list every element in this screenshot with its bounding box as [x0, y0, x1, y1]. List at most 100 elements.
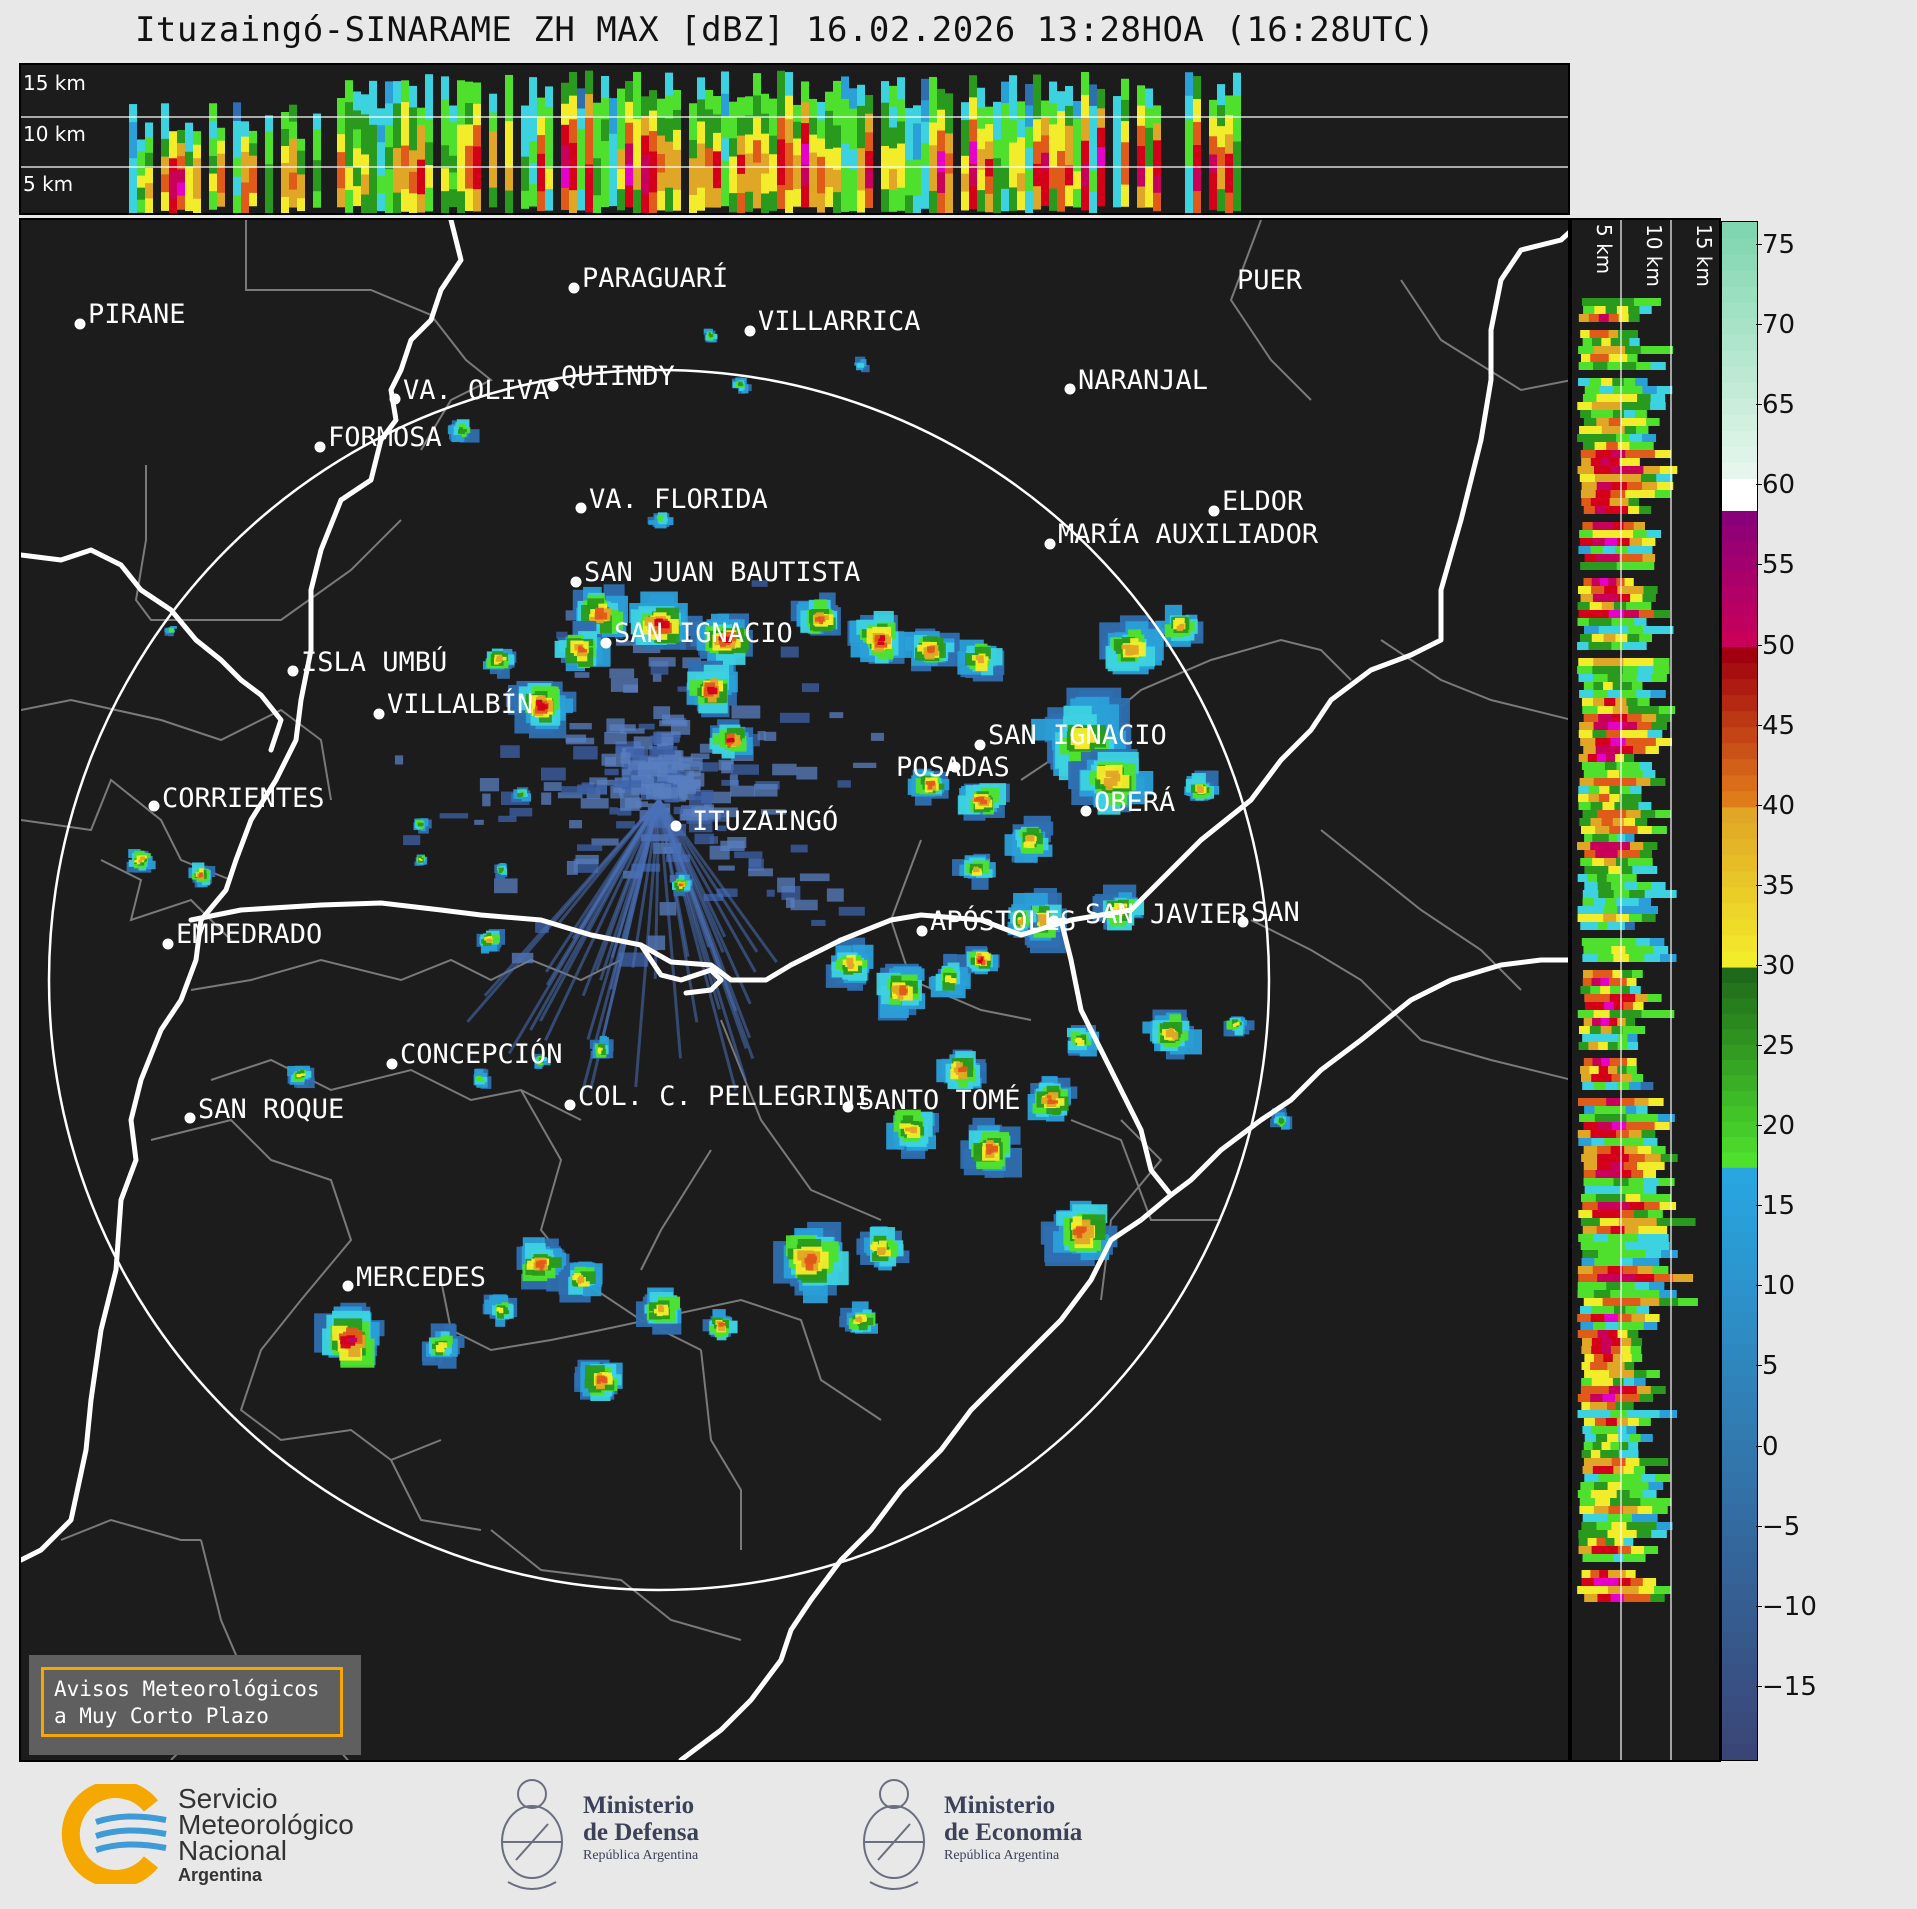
city-marker: ELDOR [1208, 486, 1304, 517]
city-marker: SAN [1237, 897, 1300, 928]
city-marker: SAN JAVIER [1048, 899, 1248, 930]
colorbar-tick-label: −10 [1756, 1591, 1817, 1622]
city-marker: EMPEDRADO [162, 919, 322, 950]
city-marker: CONCEPCIÓN [386, 1038, 563, 1070]
city-label: COL. C. PELLEGRINI [578, 1081, 871, 1112]
city-label: MARÍA AUXILIADOR [1058, 518, 1319, 550]
colorbar-tick-label: 35 [1755, 870, 1796, 901]
colorbar-tick-label: 0 [1756, 1431, 1779, 1462]
city-label: CORRIENTES [162, 783, 325, 814]
city-label: QUIINDY [561, 361, 675, 392]
city-label: ISLA UMBÚ [301, 646, 447, 678]
defensa-line-2: de Defensa [583, 1819, 699, 1846]
colorbar-tick-label: 40 [1755, 790, 1796, 821]
side-profile-echoes [1577, 298, 1698, 1602]
city-label: POSADAS [896, 752, 1010, 783]
city-label: ITUZAINGÓ [692, 805, 838, 837]
alert-box[interactable]: Avisos Meteorológicos a Muy Corto Plazo [29, 1655, 361, 1755]
department-boundaries [21, 220, 1568, 1760]
side-height-profile: 5 km 10 km 15 km [1570, 218, 1721, 1762]
side-height-label-10km: 10 km [1642, 224, 1666, 287]
city-label: VA. FLORIDA [589, 484, 768, 515]
city-label: MERCEDES [356, 1262, 486, 1293]
colorbar-tick-label: 25 [1755, 1031, 1796, 1062]
city-marker: FORMOSA [314, 422, 442, 453]
radar-title: Ituzaingó-SINARAME ZH MAX [dBZ] 16.02.20… [134, 10, 1436, 50]
rivers-borders [21, 220, 1568, 1760]
colorbar-tick-label: 5 [1756, 1351, 1779, 1382]
city-marker: VILLARRICA [744, 306, 921, 337]
city-marker: VA. OLIVA [389, 375, 549, 406]
city-label: FORMOSA [328, 422, 442, 453]
city-marker: PIRANE [74, 299, 186, 330]
city-label: PUER [1237, 265, 1303, 296]
smn-line-3: Nacional [178, 1835, 287, 1866]
colorbar-tick-label: 75 [1755, 230, 1796, 261]
city-marker: POSADAS [896, 752, 1010, 783]
city-label: PIRANE [88, 299, 186, 330]
alert-line-1: Avisos Meteorológicos [54, 1677, 320, 1701]
city-marker: MERCEDES [342, 1262, 486, 1293]
defensa-crest-icon [494, 1772, 570, 1896]
city-marker: ISLA UMBÚ [287, 646, 447, 678]
colorbar-tick-label: 20 [1755, 1111, 1796, 1142]
colorbar-tick-label: 15 [1755, 1191, 1796, 1222]
colorbar-tick-label: 70 [1755, 310, 1796, 341]
smn-line-2: Meteorológico [178, 1809, 354, 1840]
defensa-line-1: Ministerio [583, 1792, 695, 1819]
colorbar-tick-label: 55 [1755, 550, 1796, 581]
top-height-profile: 15 km 10 km 5 km [19, 63, 1570, 215]
city-marker: SAN ROQUE [184, 1094, 344, 1125]
city-marker: NARANJAL [1064, 365, 1208, 396]
city-label: PARAGUARÍ [582, 262, 728, 294]
city-label: VILLARRICA [758, 306, 921, 337]
dbz-colorbar [1721, 221, 1758, 1761]
economia-crest-icon [856, 1772, 932, 1896]
city-label: OBERÁ [1094, 786, 1175, 818]
city-label: SAN IGNACIO [614, 618, 793, 649]
city-marker: SAN JUAN BAUTISTA [570, 557, 860, 588]
city-marker: COL. C. PELLEGRINI [564, 1081, 871, 1112]
radar-map[interactable]: PIRANE PARAGUARÍ VILLARRICA QUIINDY VA. OLIV… [19, 218, 1570, 1762]
city-marker: OBERÁ [1080, 786, 1175, 818]
reflectivity-echoes [126, 328, 1293, 1402]
colorbar-tick-label: 65 [1755, 390, 1796, 421]
colorbar-tick-label: 30 [1755, 950, 1796, 981]
city-marker: MARÍA AUXILIADOR [1044, 518, 1319, 550]
city-label: ELDOR [1222, 486, 1304, 517]
city-label: CONCEPCIÓN [400, 1038, 563, 1070]
city-label: NARANJAL [1078, 365, 1208, 396]
city-label: EMPEDRADO [176, 919, 322, 950]
alert-line-2: a Muy Corto Plazo [54, 1704, 269, 1728]
city-labels: PIRANE PARAGUARÍ VILLARRICA QUIINDY VA. OLIV… [74, 262, 1319, 1293]
smn-logo [56, 1784, 176, 1884]
height-label-10km: 10 km [23, 122, 86, 146]
colorbar-tick-label: −15 [1756, 1671, 1817, 1702]
city-marker: SAN IGNACIO [600, 618, 793, 649]
economia-line-1: Ministerio [944, 1792, 1056, 1819]
city-marker: SAN IGNACIO [974, 720, 1167, 751]
economia-line-2: de Economía [944, 1819, 1083, 1846]
city-marker: ITUZAINGÓ [670, 805, 838, 837]
colorbar-tick-label: 10 [1755, 1271, 1796, 1302]
smn-line-1: Servicio [178, 1783, 278, 1814]
top-profile-echoes [129, 70, 1241, 213]
city-label: SAN JAVIER [1085, 899, 1248, 930]
colorbar-tick-label: −5 [1755, 1511, 1801, 1542]
height-label-5km: 5 km [23, 172, 73, 196]
city-label: SAN JUAN BAUTISTA [584, 557, 860, 588]
footer-logos: Servicio Meteorológico Nacional Argentin… [0, 1762, 1917, 1909]
height-label-15km: 15 km [23, 71, 86, 95]
radar-range-ring [47, 368, 1271, 1592]
city-marker: QUIINDY [547, 361, 675, 392]
side-height-label-15km: 15 km [1692, 224, 1716, 287]
city-marker: PARAGUARÍ [568, 262, 728, 294]
city-label: VILLALBÍN [387, 688, 533, 720]
colorbar-tick-label: 45 [1755, 710, 1796, 741]
city-marker: SANTO TOMÉ [842, 1084, 1021, 1116]
city-marker: VILLALBÍN [373, 688, 533, 720]
side-height-label-5km: 5 km [1592, 224, 1616, 274]
city-label: VA. OLIVA [403, 375, 549, 406]
city-label: SAN ROQUE [198, 1094, 344, 1125]
economia-line-3: República Argentina [944, 1848, 1060, 1863]
